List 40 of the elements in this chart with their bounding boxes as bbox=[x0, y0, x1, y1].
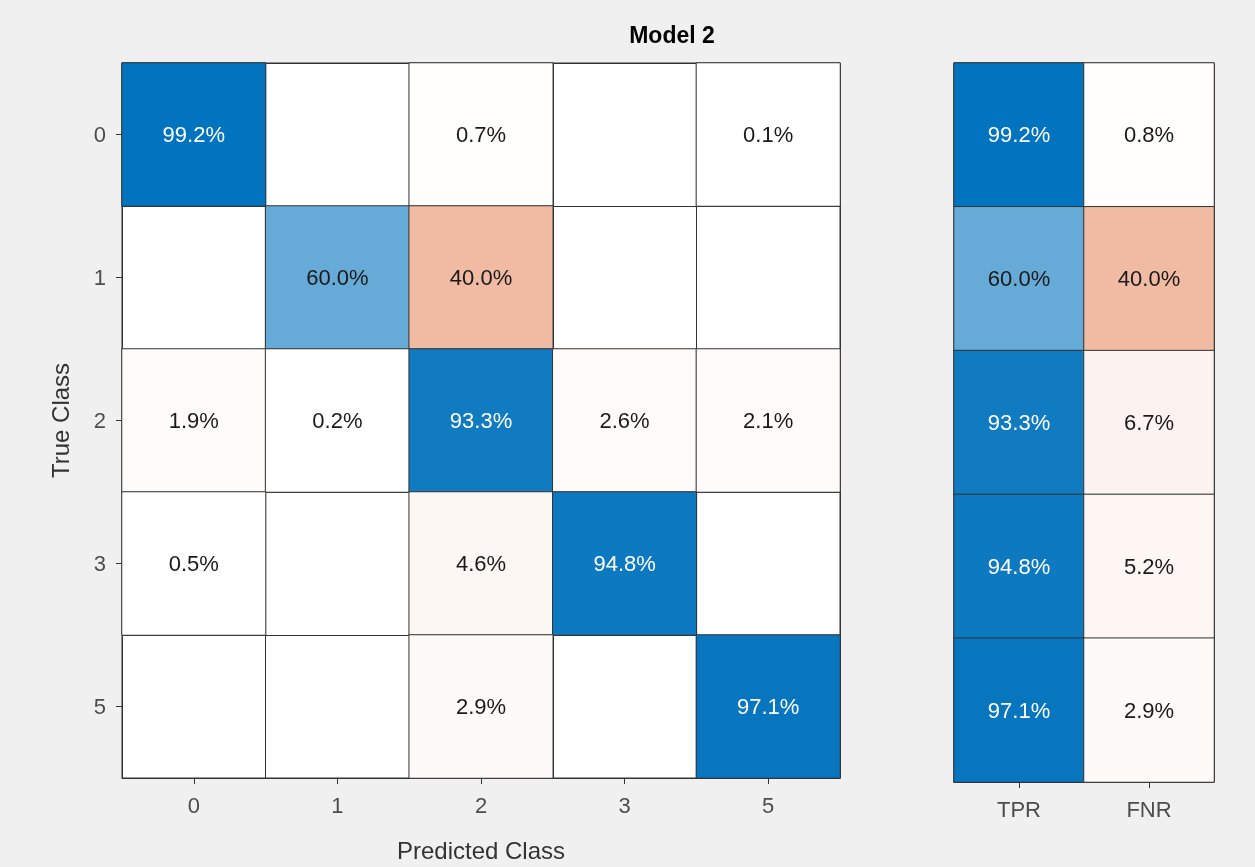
data-label: 2.6% bbox=[599, 408, 650, 433]
y-tick-label: 5 bbox=[93, 694, 106, 719]
y-tick-label: 0 bbox=[93, 122, 106, 147]
data-label: 2.1% bbox=[743, 408, 794, 433]
data-label: 40.0% bbox=[1117, 266, 1181, 292]
data-label: 0.7% bbox=[455, 122, 507, 147]
data-label: 99.2% bbox=[987, 122, 1051, 148]
data-label: 99.2% bbox=[162, 122, 225, 147]
data-label: 4.6% bbox=[455, 551, 507, 576]
y-tick-label: 3 bbox=[93, 551, 106, 576]
y-tick-label: 1 bbox=[93, 265, 106, 290]
data-label: 40.0% bbox=[449, 265, 513, 290]
data-label: 5.2% bbox=[1123, 553, 1175, 579]
data-label: 93.3% bbox=[449, 408, 513, 433]
x-tick-label: 3 bbox=[618, 792, 631, 818]
data-label: 60.0% bbox=[306, 265, 369, 290]
x-tick-label: FNR bbox=[1126, 796, 1172, 822]
data-label: 2.9% bbox=[1123, 697, 1175, 723]
data-label: 97.1% bbox=[737, 694, 800, 719]
data-label: 94.8% bbox=[593, 551, 656, 576]
chart-title: Model 2 bbox=[629, 21, 715, 48]
x-tick-label: 5 bbox=[762, 792, 775, 818]
x-tick-label: TPR bbox=[997, 796, 1041, 822]
data-label: 2.9% bbox=[455, 694, 507, 719]
x-axis-title: Predicted Class bbox=[396, 836, 566, 864]
y-axis-title: True Class bbox=[46, 362, 74, 479]
data-label: 6.7% bbox=[1123, 410, 1175, 435]
x-tick-label: 2 bbox=[474, 792, 488, 818]
data-label: 0.5% bbox=[168, 551, 219, 576]
data-label: 1.9% bbox=[168, 408, 219, 433]
data-label: 0.8% bbox=[1123, 122, 1175, 148]
data-label: 0.1% bbox=[743, 122, 794, 147]
x-tick-label: 1 bbox=[331, 792, 344, 818]
x-tick-label: 0 bbox=[187, 792, 200, 818]
data-label: 97.1% bbox=[987, 697, 1051, 723]
data-label: 93.3% bbox=[987, 410, 1051, 435]
data-label: 60.0% bbox=[987, 266, 1051, 292]
data-label: 94.8% bbox=[987, 553, 1051, 579]
data-label: 0.2% bbox=[312, 408, 363, 433]
y-tick-label: 2 bbox=[93, 408, 106, 433]
